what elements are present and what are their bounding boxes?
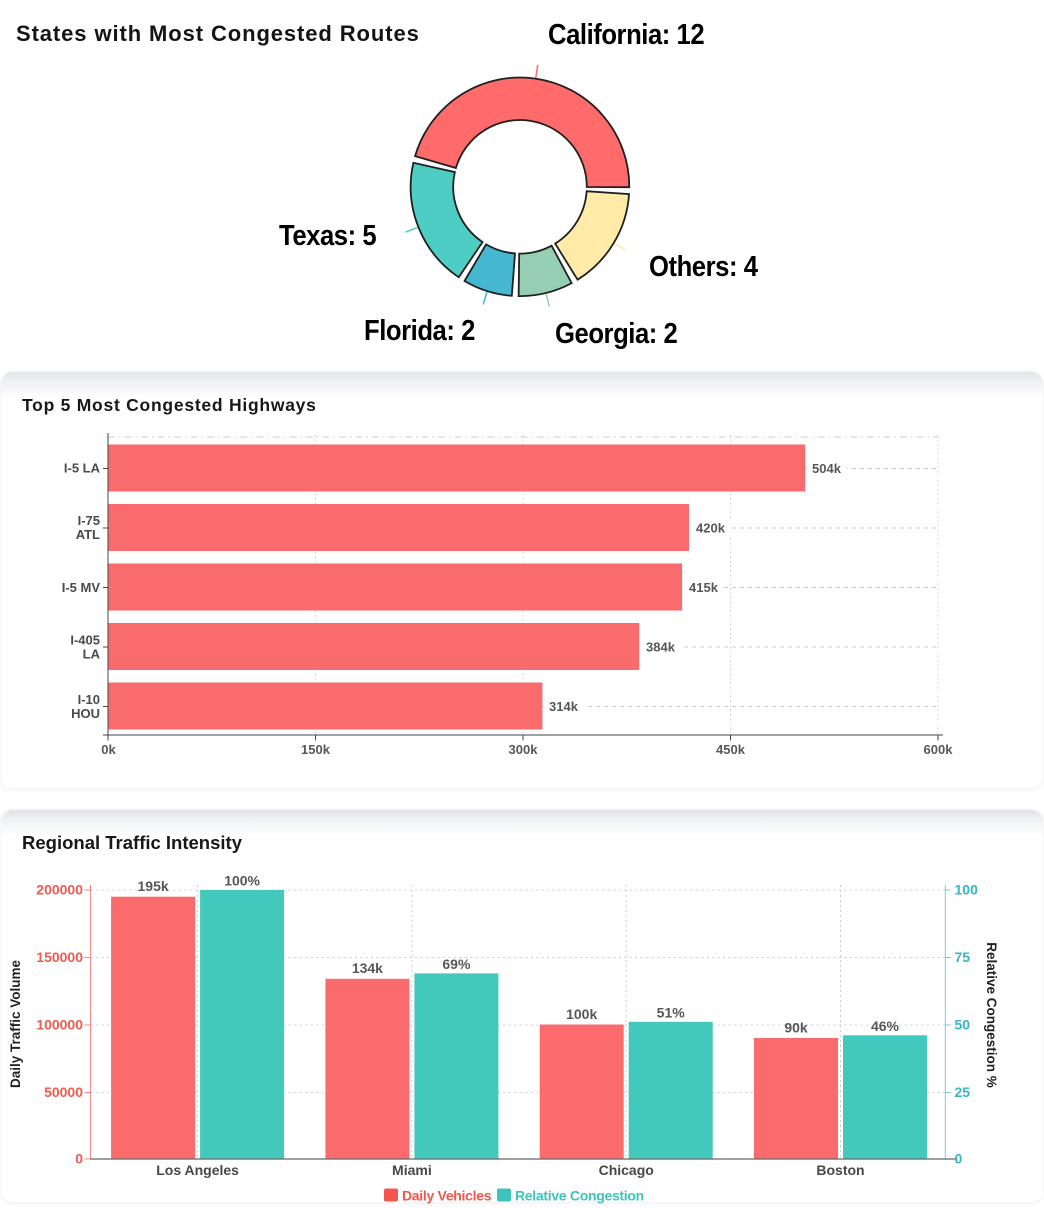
svg-text:Daily Traffic Volume: Daily Traffic Volume — [8, 959, 23, 1088]
svg-text:Relative Congestion %: Relative Congestion % — [984, 942, 999, 1088]
svg-text:150000: 150000 — [36, 949, 83, 965]
svg-text:0k: 0k — [101, 742, 116, 757]
svg-text:I-5 MV: I-5 MV — [62, 580, 101, 595]
svg-text:150k: 150k — [301, 742, 331, 757]
svg-text:Chicago: Chicago — [599, 1162, 654, 1178]
svg-text:314k: 314k — [549, 699, 579, 714]
svg-text:46%: 46% — [871, 1018, 900, 1034]
svg-text:50000: 50000 — [44, 1084, 83, 1100]
svg-text:415k: 415k — [689, 580, 719, 595]
svg-text:100%: 100% — [224, 873, 260, 889]
svg-text:Boston: Boston — [816, 1162, 864, 1178]
svg-text:Daily Vehicles: Daily Vehicles — [402, 1188, 492, 1204]
svg-text:90k: 90k — [784, 1019, 808, 1035]
svg-text:300k: 300k — [509, 742, 539, 757]
svg-text:504k: 504k — [812, 461, 842, 476]
svg-text:450k: 450k — [716, 742, 746, 757]
svg-text:420k: 420k — [696, 521, 726, 536]
svg-text:100: 100 — [955, 882, 979, 898]
svg-text:75: 75 — [955, 949, 971, 965]
svg-text:100k: 100k — [566, 1006, 597, 1022]
svg-text:0: 0 — [955, 1151, 963, 1167]
svg-text:69%: 69% — [442, 956, 471, 972]
svg-text:50: 50 — [955, 1017, 971, 1033]
svg-text:Relative Congestion: Relative Congestion — [515, 1188, 644, 1204]
svg-text:Los Angeles: Los Angeles — [156, 1162, 239, 1178]
svg-text:384k: 384k — [646, 640, 676, 655]
svg-text:51%: 51% — [657, 1004, 686, 1020]
svg-text:0: 0 — [75, 1151, 83, 1167]
svg-text:200000: 200000 — [36, 882, 83, 898]
svg-text:134k: 134k — [352, 960, 383, 976]
svg-text:195k: 195k — [138, 878, 169, 894]
svg-text:25: 25 — [955, 1084, 971, 1100]
svg-text:I-5 LA: I-5 LA — [64, 461, 101, 476]
svg-text:600k: 600k — [924, 742, 954, 757]
svg-text:100000: 100000 — [36, 1017, 83, 1033]
svg-text:Miami: Miami — [392, 1162, 432, 1178]
